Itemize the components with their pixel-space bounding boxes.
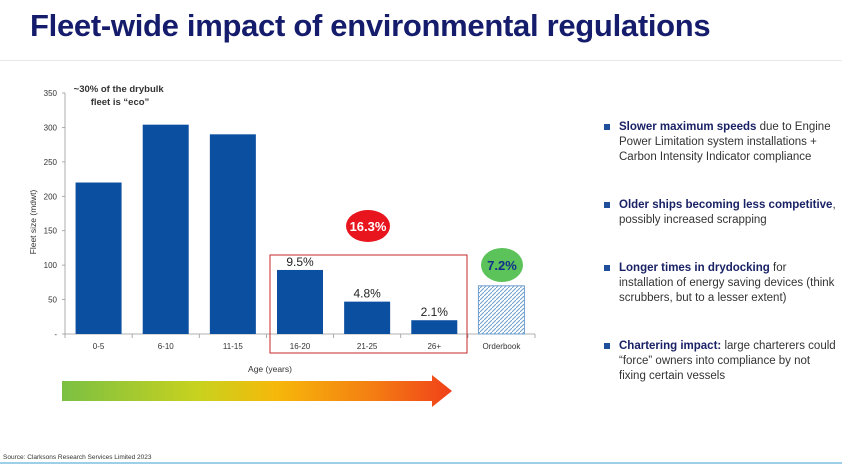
- highlight-badge-label: 16.3%: [350, 219, 387, 234]
- bar-16-20: [277, 269, 323, 334]
- x-tick-label: 26+: [427, 342, 441, 351]
- bullet-text: , possibly increased scrapping: [619, 199, 836, 226]
- bullet-item-drydocking: Longer times in drydocking for installat…: [604, 261, 836, 306]
- bar-11-15: [209, 134, 256, 334]
- bar-data-label: 2.1%: [421, 305, 449, 319]
- bullet-list: Slower maximum speeds due to Engine Powe…: [604, 120, 836, 384]
- fleet-age-bar-chart: - 50 100 150 200 250 300 350 0-5 6-10 11-15 16-20 9…: [28, 84, 536, 407]
- bullet-bold: Older ships becoming less competitive: [619, 199, 833, 211]
- bullet-bold: Chartering impact:: [619, 340, 722, 352]
- bullet-square-icon: [604, 265, 610, 271]
- y-tick-label: 50: [48, 296, 57, 305]
- orderbook-badge-label: 7.2%: [487, 258, 517, 273]
- bar-orderbook: [477, 285, 525, 335]
- bullet-item-speeds: Slower maximum speeds due to Engine Powe…: [604, 120, 836, 165]
- bullet-text: large charterers could “force” owners in…: [619, 340, 836, 382]
- y-tick-label: 350: [44, 89, 58, 98]
- x-tick-label: 6-10: [158, 342, 175, 351]
- bullet-square-icon: [604, 124, 610, 130]
- x-tick-label: 21-25: [357, 342, 378, 351]
- chart-labels: 0-5 6-10 11-15 16-20 9.5% 21-25 4.8% 26+ 2.1% Ord…: [93, 255, 522, 351]
- bar-data-label: 4.8%: [353, 287, 381, 301]
- x-tick-label: 0-5: [93, 342, 105, 351]
- y-tick-label: 100: [44, 261, 58, 270]
- bar-6-10: [142, 124, 189, 334]
- bullet-bold: Slower maximum speeds: [619, 121, 757, 133]
- highlight-box: [269, 254, 468, 354]
- bullet-item-older-ships: Older ships becoming less competitive, p…: [604, 198, 836, 228]
- bullet-text: due to Engine Power Limitation system in…: [619, 121, 831, 163]
- orderbook-badge: [481, 248, 523, 282]
- eco-annotation: ~30% of the drybulk fleet is “eco”: [74, 84, 167, 108]
- highlight-badge: [346, 210, 390, 242]
- y-tick-label: 200: [44, 192, 58, 201]
- page-title: Fleet-wide impact of environmental regul…: [30, 8, 711, 43]
- x-axis-label: Age (years): [248, 364, 292, 374]
- title-divider: [0, 60, 842, 61]
- bar-26+: [411, 320, 458, 334]
- bullet-square-icon: [604, 202, 610, 208]
- age-gradient-arrow: [62, 375, 452, 407]
- chart-bars: [75, 124, 525, 335]
- bullet-text: for installation of energy saving device…: [619, 262, 835, 304]
- bar-data-label: 9.5%: [286, 255, 314, 269]
- y-tick-label: -: [54, 330, 57, 339]
- y-axis-label: Fleet size (mdwt): [28, 189, 38, 254]
- footer-rule: [0, 462, 842, 464]
- bullet-bold: Longer times in drydocking: [619, 262, 770, 274]
- x-tick-label: Orderbook: [483, 342, 522, 351]
- x-tick-label: 11-15: [223, 342, 243, 351]
- y-tick-label: 250: [44, 158, 58, 167]
- bar-21-25: [344, 301, 391, 334]
- source-note: Source: Clarksons Research Services Limi…: [3, 454, 152, 461]
- bar-0-5: [75, 182, 122, 334]
- x-tick-label: 16-20: [290, 342, 311, 351]
- bullet-item-chartering: Chartering impact: large charterers coul…: [604, 339, 836, 384]
- bullet-square-icon: [604, 343, 610, 349]
- y-tick-label: 300: [44, 123, 58, 132]
- y-tick-label: 150: [44, 227, 58, 236]
